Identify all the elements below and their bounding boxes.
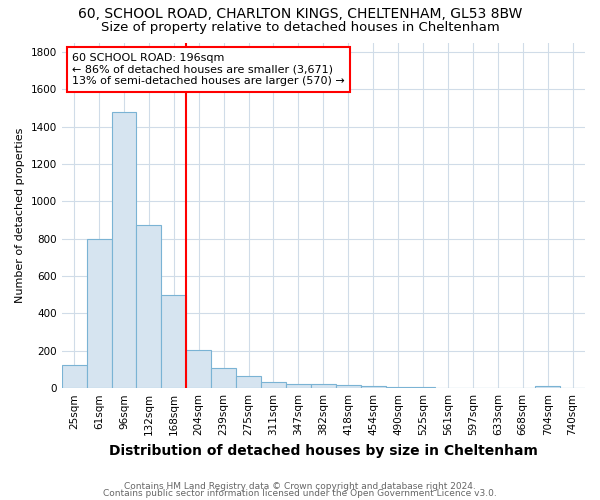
Bar bbox=[112, 112, 136, 388]
Bar bbox=[361, 386, 386, 388]
Text: 60 SCHOOL ROAD: 196sqm
← 86% of detached houses are smaller (3,671)
13% of semi-: 60 SCHOOL ROAD: 196sqm ← 86% of detached… bbox=[72, 53, 345, 86]
Bar bbox=[186, 350, 211, 388]
Bar bbox=[336, 386, 361, 388]
Bar bbox=[386, 387, 410, 388]
Bar bbox=[86, 238, 112, 388]
Text: Size of property relative to detached houses in Cheltenham: Size of property relative to detached ho… bbox=[101, 21, 499, 34]
Bar bbox=[535, 386, 560, 388]
Bar bbox=[161, 295, 186, 388]
Bar bbox=[62, 365, 86, 388]
Y-axis label: Number of detached properties: Number of detached properties bbox=[15, 128, 25, 303]
Bar bbox=[211, 368, 236, 388]
Text: Contains HM Land Registry data © Crown copyright and database right 2024.: Contains HM Land Registry data © Crown c… bbox=[124, 482, 476, 491]
Bar bbox=[236, 376, 261, 388]
X-axis label: Distribution of detached houses by size in Cheltenham: Distribution of detached houses by size … bbox=[109, 444, 538, 458]
Text: Contains public sector information licensed under the Open Government Licence v3: Contains public sector information licen… bbox=[103, 489, 497, 498]
Bar bbox=[136, 224, 161, 388]
Bar bbox=[286, 384, 311, 388]
Bar bbox=[311, 384, 336, 388]
Bar bbox=[261, 382, 286, 388]
Text: 60, SCHOOL ROAD, CHARLTON KINGS, CHELTENHAM, GL53 8BW: 60, SCHOOL ROAD, CHARLTON KINGS, CHELTEN… bbox=[78, 8, 522, 22]
